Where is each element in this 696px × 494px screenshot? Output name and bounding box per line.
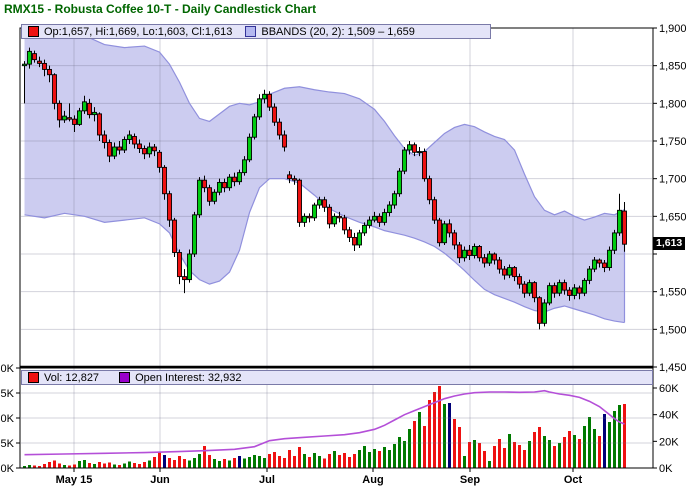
volume-legend: Vol: 12,827 Open Interest: 32,932 [21, 370, 653, 385]
open-interest-legend-label: Open Interest: 32,932 [135, 371, 242, 384]
month-axis-label: Jul [259, 474, 275, 486]
main-plot: 1,900 1,850 1,800 1,750 1,700 1,650 1,550 1,500… [19, 23, 687, 374]
open-interest-swatch-icon [119, 372, 131, 383]
last-price-tag: 1,613 [653, 237, 686, 250]
month-axis-label: May 15 [56, 474, 93, 486]
volume-swatch-icon [28, 372, 39, 383]
main-legend: Op:1,657, Hi:1,669, Lo:1,603, Cl:1,613 B… [21, 24, 491, 39]
price-axis-label: 1,800 [659, 98, 687, 110]
bbands-swatch-icon [245, 26, 257, 37]
month-axis-label: Jun [150, 474, 170, 486]
price-axis-label: 1,500 [659, 324, 687, 336]
ohlc-legend-label: Op:1,657, Hi:1,669, Lo:1,603, Cl:1,613 [44, 25, 233, 38]
volume-axis-label: 5K [1, 438, 15, 450]
volume-plot: 0K 5K 10K 15K 20K 0K 20K 40K 60K May 15 Jun Jul Aug S… [0, 363, 679, 486]
price-axis-label: 1,550 [659, 287, 687, 299]
volume-axis-label: 20K [0, 363, 15, 375]
price-axis-label: 1,450 [659, 362, 687, 374]
price-axis-label: 1,900 [659, 23, 687, 35]
oi-axis-label: 40K [659, 410, 679, 422]
open-interest-line [24, 389, 625, 456]
price-axis-label: 1,750 [659, 136, 687, 148]
price-axis-label: 1,700 [659, 174, 687, 186]
oi-axis-label: 0K [659, 463, 673, 475]
month-axis-label: Aug [362, 474, 383, 486]
ohlc-swatch-icon [28, 26, 39, 37]
oi-axis-label: 60K [659, 383, 679, 395]
price-axis-label: 1,650 [659, 211, 687, 223]
bbands-legend-label: BBANDS (20, 2): 1,509 – 1,659 [261, 25, 415, 38]
candles-group [22, 47, 627, 330]
month-axis-label: Oct [564, 474, 583, 486]
oi-axis-label: 20K [659, 436, 679, 448]
month-axis-label: Sep [460, 474, 480, 486]
volume-bars-group [23, 386, 626, 468]
price-axis-label: 1,850 [659, 61, 687, 73]
chart-title: RMX15 - Robusta Coffee 10-T - Daily Cand… [4, 2, 317, 16]
volume-axis-label: 0K [1, 463, 15, 475]
volume-legend-label: Vol: 12,827 [44, 371, 100, 384]
volume-axis-label: 15K [0, 388, 15, 400]
volume-axis-label: 10K [0, 413, 15, 425]
